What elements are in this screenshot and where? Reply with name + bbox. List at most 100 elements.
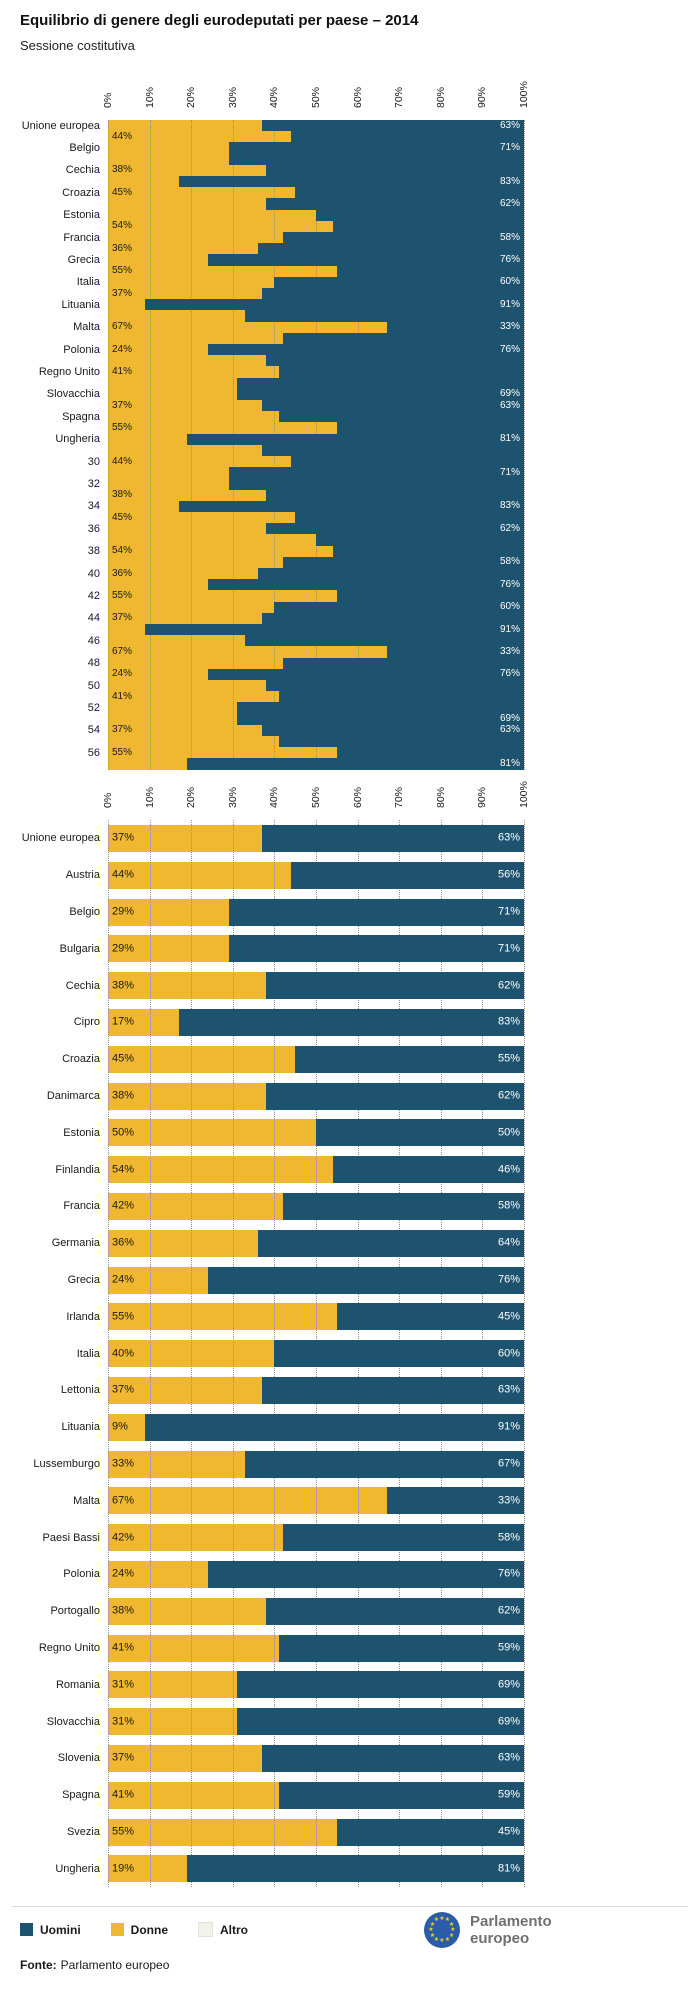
x-axis-tick-label: 80% (434, 86, 447, 108)
y-axis-label: Svezia (66, 1825, 100, 1838)
bar-segment-donne (108, 287, 262, 300)
bar-segment-donne (108, 1744, 262, 1772)
value-label-uomini: 69% (497, 1715, 520, 1728)
value-label-uomini: 56% (497, 868, 520, 881)
y-axis-label: Lussemburgo (33, 1457, 100, 1470)
y-axis-label: Cechia (65, 979, 100, 992)
x-axis-tick-label: 40% (268, 86, 281, 108)
bar-segment-donne (108, 1082, 267, 1110)
y-axis-label: Paesi Bassi (42, 1531, 100, 1544)
value-label-donne: 31% (112, 1678, 135, 1691)
bar-segment-uomini (282, 1524, 524, 1552)
ep-logo-line2: europeo (470, 1930, 530, 1947)
bar-segment-donne (108, 1855, 188, 1883)
bar-segment-uomini (278, 735, 524, 748)
bar-segment-uomini (207, 668, 524, 681)
top-chart-plot: 0% 10% 20% 30% 40% 50% 60% 70% 80% 90% 100% Unione … (22, 81, 530, 770)
value-label-donne: 41% (112, 1788, 135, 1801)
bar-segment-donne (108, 679, 267, 692)
bar-segment-uomini (228, 898, 524, 926)
bar-segment-uomini (236, 1671, 524, 1699)
y-axis-label: 50 (87, 679, 100, 692)
value-label-uomini: 33% (499, 321, 520, 333)
bar-segment-uomini (278, 1781, 524, 1809)
bar-segment-donne (108, 545, 333, 557)
y-axis-label: 40 (87, 567, 100, 580)
bar-segment-donne (108, 467, 229, 479)
bottom-chart-plot: 0% 10% 20% 30% 40% 50% 60% 70% 80% 90% 100% Unione … (22, 781, 530, 1888)
bar-segment-uomini (336, 422, 524, 434)
bar-segment-uomini (266, 164, 524, 177)
bar-segment-donne (108, 758, 188, 770)
value-label-donne: 24% (112, 668, 133, 680)
bar-segment-donne (108, 164, 267, 177)
y-axis-label: Irlanda (66, 1310, 100, 1323)
y-axis-label: Austria (65, 869, 100, 882)
bar-segment-donne (108, 377, 237, 389)
x-axis-tick-label: 0% (102, 792, 114, 808)
y-axis-label: Estonia (63, 1126, 100, 1139)
value-label-uomini: 63% (499, 399, 520, 411)
value-label-uomini: 33% (497, 1494, 520, 1507)
bar-segment-uomini (336, 590, 524, 602)
value-label-donne: 31% (112, 1715, 135, 1728)
bar-segment-uomini (261, 287, 524, 300)
legend-item-donne: Donne (110, 1922, 169, 1937)
bar-segment-uomini (266, 355, 524, 367)
value-label-uomini: 58% (499, 231, 520, 243)
value-label-uomini: 81% (499, 433, 520, 445)
y-axis-label: 46 (87, 634, 100, 647)
value-label-uomini: 71% (497, 905, 520, 918)
bar-segment-donne (108, 523, 267, 535)
value-label-uomini: 71% (497, 942, 520, 955)
eu-flag-icon: ★ ★ ★ ★ ★ ★ ★ ★ ★ ★ ★ ★ (424, 1912, 460, 1948)
value-label-donne: 55% (112, 1825, 135, 1838)
bar-segment-donne (108, 411, 279, 423)
bar-segment-donne (108, 824, 262, 852)
value-label-uomini: 83% (499, 500, 520, 512)
y-axis-label: Francia (63, 1200, 100, 1213)
y-axis-label: Slovenia (57, 1752, 100, 1765)
value-label-uomini: 63% (497, 1751, 520, 1764)
y-axis-label: Slovacchia (46, 1715, 100, 1728)
x-axis-tick-label: 60% (351, 86, 364, 108)
x-axis-tick-label: 60% (351, 786, 364, 808)
value-label-uomini: 50% (497, 1126, 520, 1139)
bar-segment-uomini (207, 1560, 524, 1588)
bar-segment-donne (108, 1156, 333, 1184)
eu-star-icon: ★ (428, 1927, 434, 1933)
bar-segment-donne (108, 747, 337, 759)
value-label-uomini: 62% (499, 522, 520, 534)
value-label-uomini: 46% (497, 1163, 520, 1176)
bar-segment-donne (108, 511, 296, 524)
value-label-uomini: 69% (499, 388, 520, 400)
bar-segment-uomini (336, 747, 524, 759)
legend-label-donne: Donne (130, 1922, 169, 1937)
source-note: Fonte: Parlamento europeo (20, 1958, 169, 1972)
bar-segment-donne (108, 119, 262, 132)
bar-segment-uomini (332, 545, 524, 557)
bar-segment-uomini (266, 198, 524, 210)
value-label-donne: 55% (112, 746, 133, 758)
bar-segment-donne (108, 657, 283, 669)
bar-segment-uomini (228, 153, 524, 165)
y-axis-label: Unione europea (21, 119, 100, 132)
bar-segment-donne (108, 343, 208, 356)
bar-segment-donne (108, 623, 146, 636)
bar-segment-donne (108, 1524, 283, 1552)
value-label-uomini: 63% (497, 831, 520, 844)
value-label-uomini: 45% (497, 1310, 520, 1323)
value-label-uomini: 45% (497, 1825, 520, 1838)
bar-segment-donne (108, 175, 179, 188)
y-axis-label: Malta (73, 321, 100, 334)
x-axis-tick-label: 90% (476, 86, 489, 108)
bar-segment-uomini (282, 657, 524, 669)
bar-segment-donne (108, 1229, 258, 1257)
bar-segment-uomini (228, 467, 524, 479)
header: Equilibrio di genere degli eurodeputati … (20, 12, 418, 53)
bar-segment-uomini (295, 511, 524, 524)
bar-segment-donne (108, 422, 337, 434)
eu-star-icon: ★ (429, 1921, 436, 1928)
value-label-donne: 54% (112, 545, 133, 557)
bar-segment-donne (108, 1045, 296, 1073)
